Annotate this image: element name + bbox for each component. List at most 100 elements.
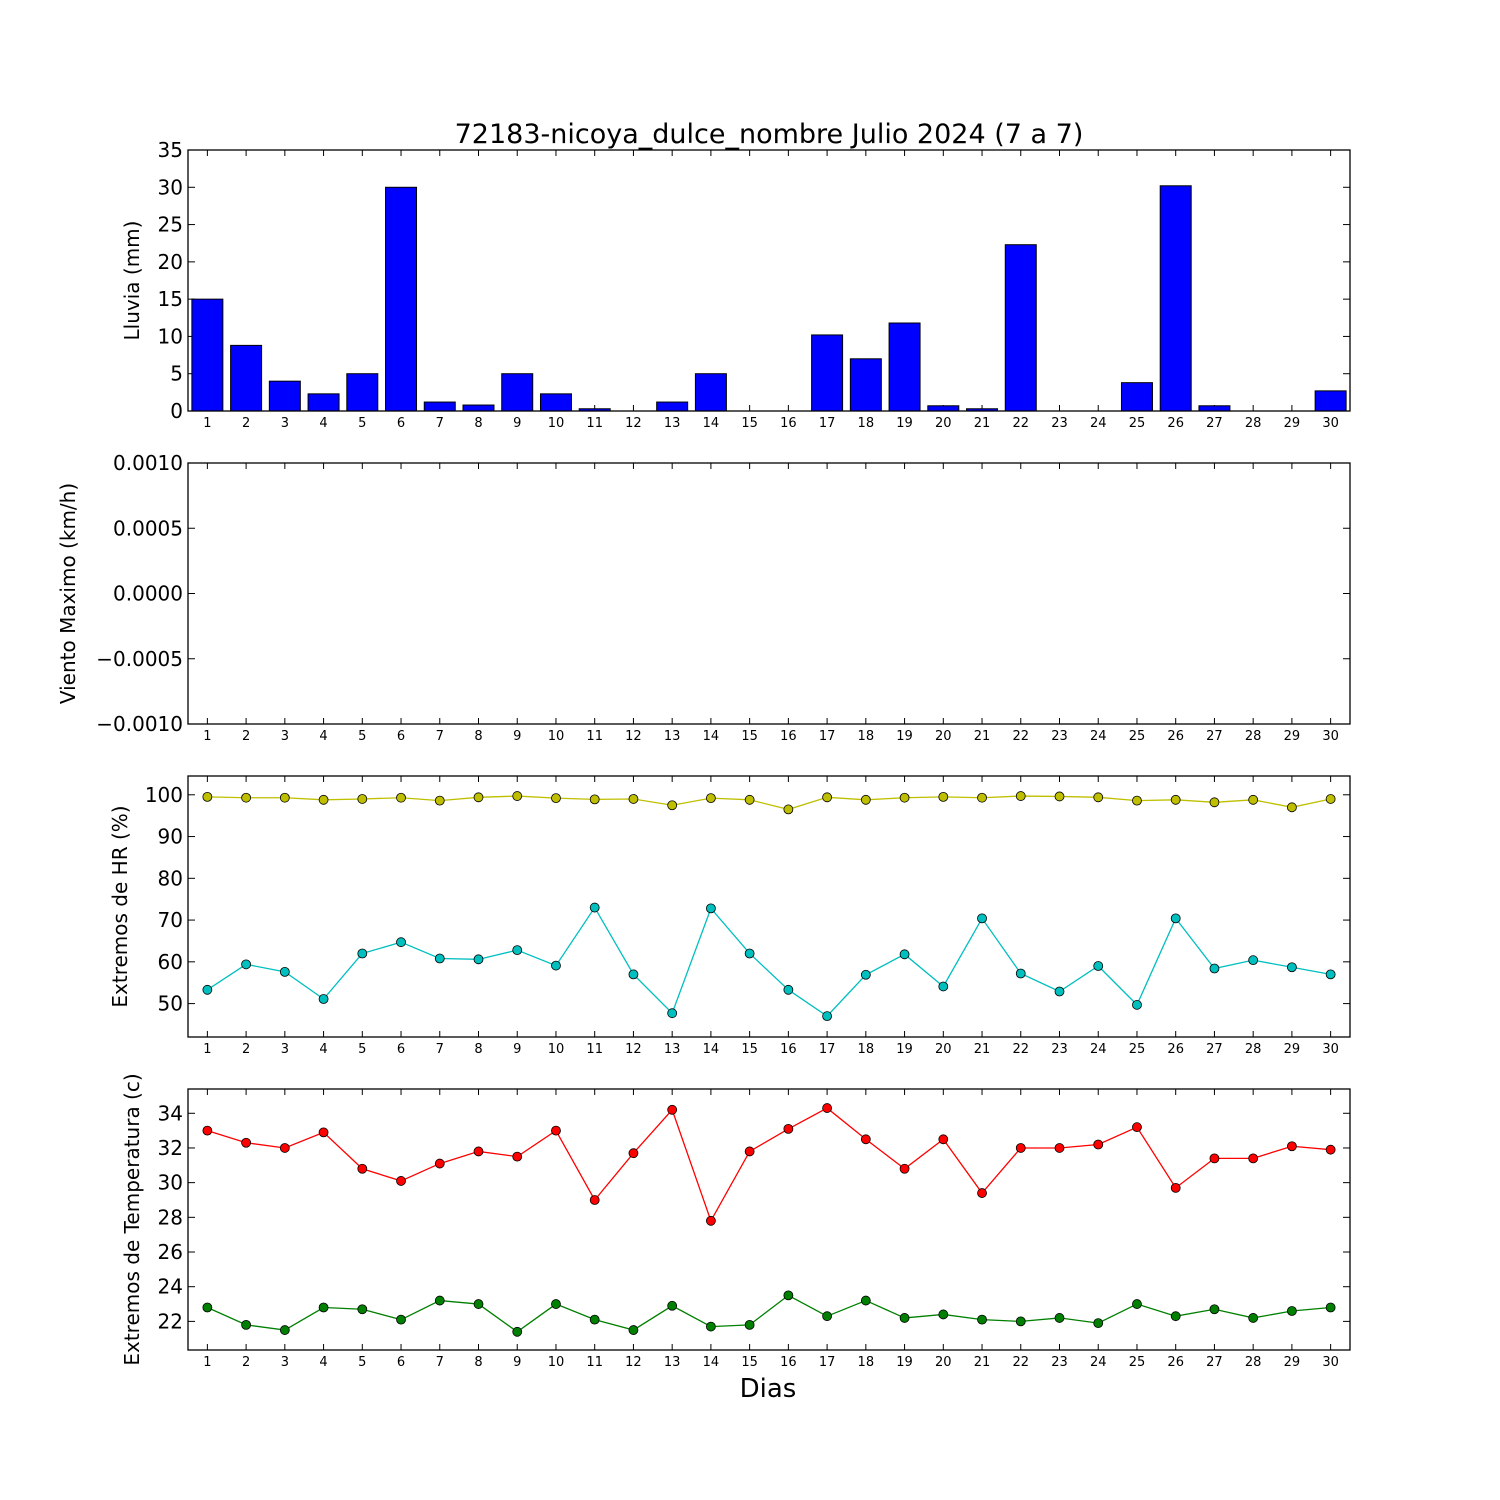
data-point — [783, 1123, 794, 1134]
data-point — [318, 994, 329, 1004]
data-point — [318, 1127, 329, 1138]
x-tick-label: 8 — [474, 1355, 482, 1370]
data-point — [357, 1304, 368, 1315]
data-point — [744, 1146, 755, 1157]
x-tick-label: 20 — [935, 729, 952, 744]
x-tick-label: 10 — [548, 1355, 565, 1370]
data-point — [279, 1325, 290, 1335]
x-tick-label: 24 — [1090, 729, 1107, 744]
data-point — [551, 1299, 561, 1309]
y-tick-label: 22 — [158, 1309, 183, 1333]
x-tick-label: 4 — [319, 1355, 327, 1370]
x-tick-label: 10 — [548, 1042, 565, 1057]
x-tick-label: 1 — [203, 416, 211, 431]
bar — [1004, 244, 1037, 412]
x-tick-label: 21 — [974, 1355, 991, 1370]
x-tick-label: 20 — [935, 416, 952, 431]
bar — [539, 393, 572, 412]
x-tick-label: 21 — [974, 1042, 991, 1057]
data-point — [473, 1146, 484, 1157]
data-point — [512, 791, 523, 801]
x-tick-label: 20 — [935, 1355, 952, 1370]
data-point — [589, 1314, 600, 1325]
x-tick-label: 21 — [974, 729, 991, 744]
x-tick-label: 16 — [780, 729, 797, 744]
data-point — [396, 1176, 406, 1186]
data-point — [241, 1319, 252, 1330]
x-tick-label: 8 — [474, 1042, 482, 1057]
x-tick-label: 25 — [1129, 1042, 1146, 1057]
data-point — [202, 984, 213, 995]
data-point — [357, 794, 368, 804]
data-point — [1325, 1302, 1336, 1313]
x-tick-label: 18 — [858, 1355, 875, 1370]
x-tick-label: 6 — [397, 1355, 405, 1370]
x-tick-label: 29 — [1284, 1042, 1301, 1057]
data-point — [899, 792, 910, 803]
bar — [501, 373, 534, 412]
y-tick-label: 30 — [158, 175, 183, 199]
x-tick-label: 18 — [858, 416, 875, 431]
data-point — [396, 792, 406, 803]
data-point — [512, 1151, 523, 1162]
data-point — [783, 804, 794, 815]
data-point — [860, 794, 871, 805]
x-tick-label: 17 — [819, 416, 836, 431]
x-tick-label: 12 — [625, 1042, 642, 1057]
x-tick-label: 28 — [1245, 1042, 1262, 1057]
x-tick-label: 27 — [1206, 1355, 1223, 1370]
data-point — [589, 1195, 600, 1205]
data-point — [318, 794, 329, 805]
x-tick-label: 11 — [586, 1355, 603, 1370]
x-tick-label: 23 — [1051, 416, 1068, 431]
data-point — [279, 792, 290, 803]
data-point — [1093, 1139, 1104, 1150]
x-tick-label: 16 — [780, 1042, 797, 1057]
data-point — [899, 1313, 910, 1323]
data-point — [1325, 794, 1336, 804]
bar — [385, 186, 418, 412]
data-point — [551, 1125, 561, 1136]
y-tick-label: 50 — [158, 992, 183, 1016]
x-tick-label: 10 — [548, 729, 565, 744]
x-tick-label: 2 — [242, 416, 250, 431]
x-tick-label: 4 — [319, 1042, 327, 1057]
x-tick-label: 26 — [1167, 1042, 1184, 1057]
y-tick-label: 80 — [158, 866, 183, 890]
data-point — [1209, 797, 1220, 808]
data-point — [1015, 968, 1026, 979]
data-point — [628, 794, 639, 804]
data-point — [434, 1158, 445, 1169]
data-point — [1287, 802, 1297, 813]
x-tick-label: 4 — [319, 729, 327, 744]
bar — [423, 401, 456, 412]
data-point — [744, 1319, 755, 1330]
x-tick-label: 9 — [513, 729, 521, 744]
data-point — [899, 1163, 910, 1174]
data-point — [1248, 1153, 1259, 1164]
data-point — [706, 793, 716, 804]
data-point — [1093, 961, 1104, 971]
bar — [927, 405, 960, 412]
bar — [462, 404, 495, 412]
data-point — [1132, 1122, 1142, 1133]
x-tick-label: 26 — [1167, 1355, 1184, 1370]
x-tick-label: 30 — [1322, 1042, 1339, 1057]
x-tick-label: 3 — [281, 1042, 289, 1057]
bar — [849, 358, 882, 412]
x-tick-label: 14 — [703, 1042, 720, 1057]
x-tick-label: 28 — [1245, 1355, 1262, 1370]
x-tick-label: 17 — [819, 1042, 836, 1057]
series-line — [207, 1107, 1331, 1223]
data-point — [1170, 913, 1181, 924]
x-tick-label: 16 — [780, 1355, 797, 1370]
bar — [811, 334, 844, 412]
data-point — [977, 1188, 987, 1198]
x-tick-label: 22 — [1012, 729, 1029, 744]
y-tick-label: 30 — [158, 1171, 183, 1195]
x-tick-label: 30 — [1322, 416, 1339, 431]
y-tick-label: −0.0005 — [96, 647, 183, 671]
x-tick-label: 3 — [281, 1355, 289, 1370]
